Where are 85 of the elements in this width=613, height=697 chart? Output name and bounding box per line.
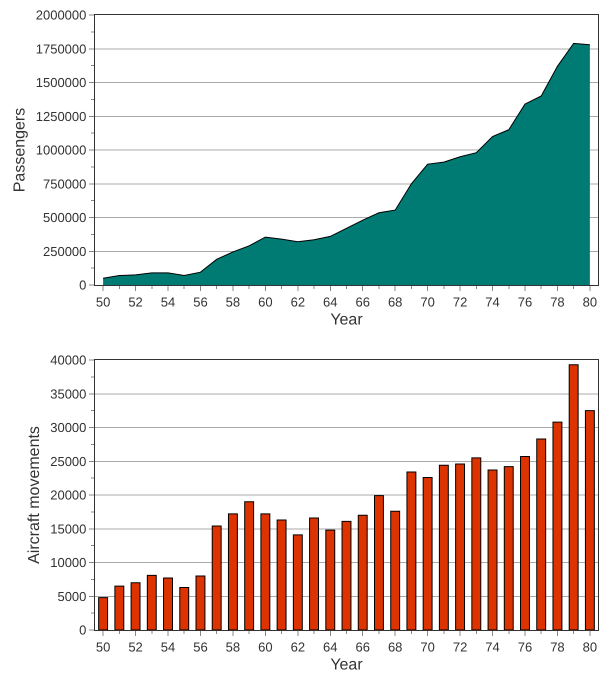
x-tick-label: 62 <box>290 640 306 655</box>
bar <box>358 514 368 630</box>
x-tick-label: 76 <box>518 640 532 655</box>
y-tick-label: 750000 <box>43 176 86 192</box>
y-tick-label: 20000 <box>50 488 86 503</box>
bar <box>292 534 303 630</box>
y-tick-label: 25000 <box>50 454 86 469</box>
y-tick-label: 500000 <box>43 210 86 226</box>
y-tick-label: 0 <box>79 278 86 293</box>
x-tick-label: 70 <box>420 294 435 310</box>
x-tick-label: 68 <box>388 294 402 310</box>
x-tick-label: 66 <box>355 294 370 310</box>
x-tick-label: 78 <box>550 294 565 310</box>
y-tick-label: 1500000 <box>36 75 86 90</box>
bar <box>504 466 514 630</box>
bar <box>179 586 190 630</box>
y-tick-label: 1750000 <box>36 41 86 56</box>
y-tick-label: 30000 <box>50 420 86 436</box>
bar <box>196 576 206 630</box>
x-tick-label: 52 <box>128 640 143 655</box>
bar <box>309 517 320 630</box>
x-tick-label: 72 <box>452 294 468 310</box>
bar <box>390 510 400 630</box>
x-tick-label: 58 <box>226 640 240 655</box>
x-tick-label: 72 <box>452 640 468 655</box>
x-axis-title: Year <box>330 656 364 674</box>
y-axis-title: Passengers <box>12 108 29 192</box>
x-tick-label: 52 <box>128 294 143 310</box>
bar <box>520 456 530 630</box>
x-tick-label: 80 <box>582 294 598 310</box>
x-tick-label: 50 <box>96 640 110 655</box>
y-tick-label: 2000000 <box>36 8 86 23</box>
x-tick-label: 70 <box>420 640 435 655</box>
bar <box>488 470 498 630</box>
bar <box>98 597 108 630</box>
bar <box>163 578 173 630</box>
x-tick-label: 60 <box>258 640 273 655</box>
x-tick-label: 64 <box>323 640 338 655</box>
x-tick-label: 54 <box>160 640 176 655</box>
bar <box>552 422 562 630</box>
bar <box>584 410 595 630</box>
bar <box>471 457 482 630</box>
bar <box>342 520 352 630</box>
bar <box>276 519 287 630</box>
bar <box>568 364 579 630</box>
bar <box>228 513 238 630</box>
x-tick-label: 50 <box>96 294 110 310</box>
y-tick-label: 1250000 <box>36 108 86 124</box>
x-tick-label: 74 <box>485 640 500 655</box>
x-tick-label: 76 <box>518 294 532 310</box>
x-tick-label: 68 <box>388 640 402 655</box>
x-tick-label: 74 <box>485 294 500 310</box>
bar <box>260 513 270 630</box>
x-tick-label: 62 <box>290 294 306 310</box>
bar <box>212 526 222 630</box>
y-tick-label: 10000 <box>50 555 86 570</box>
bar <box>114 586 124 630</box>
bar <box>325 530 336 630</box>
y-axis-title: Aircraft movements <box>26 426 44 564</box>
x-axis-title: Year <box>330 311 364 328</box>
y-tick-label: 1000000 <box>36 142 86 158</box>
x-tick-label: 64 <box>323 294 338 310</box>
x-tick-label: 66 <box>355 640 370 655</box>
bar <box>455 463 466 630</box>
y-tick-label: 35000 <box>50 386 86 402</box>
x-tick-label: 58 <box>226 294 240 310</box>
bar <box>422 476 433 630</box>
y-tick-label: 5000 <box>57 588 86 604</box>
bar <box>130 582 141 630</box>
x-tick-label: 56 <box>193 640 208 655</box>
bar <box>146 574 157 630</box>
x-tick-label: 54 <box>160 294 176 310</box>
y-tick-label: 40000 <box>50 352 86 368</box>
y-tick-label: 250000 <box>43 244 86 259</box>
bar <box>244 501 254 630</box>
x-tick-label: 60 <box>258 294 273 310</box>
bar <box>406 472 416 630</box>
bar <box>536 438 546 630</box>
x-tick-label: 78 <box>550 640 565 655</box>
y-tick-label: 0 <box>79 622 86 638</box>
y-tick-label: 15000 <box>50 521 86 536</box>
x-tick-label: 80 <box>582 640 598 655</box>
x-tick-label: 56 <box>193 294 208 310</box>
bar <box>438 464 449 630</box>
bar <box>374 495 384 630</box>
